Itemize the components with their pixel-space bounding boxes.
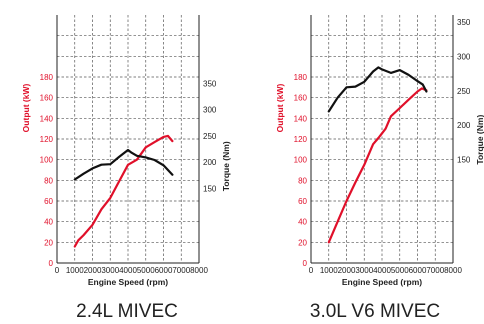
x-tick-label: 4000 [119, 266, 137, 275]
y-left-tick-label: 120 [294, 135, 308, 144]
torque-series-line [73, 148, 174, 181]
y-left-tick-label: 160 [294, 94, 308, 103]
x-tick-label: 6000 [155, 266, 173, 275]
y-right-tick-label: 200 [457, 121, 471, 130]
x-tick-label: 8000 [444, 266, 462, 275]
y-left-tick-label: 0 [49, 259, 54, 268]
x-tick-label: 0 [309, 266, 314, 275]
y-right-tick-label: 250 [457, 87, 471, 96]
y-left-tick-label: 40 [298, 218, 307, 227]
x-tick-label: 7000 [172, 266, 190, 275]
y-right-tick-label: 150 [457, 156, 471, 165]
y-left-tick-label: 160 [40, 94, 54, 103]
output-series-line [73, 134, 174, 248]
y-left-tick-label: 0 [303, 259, 308, 268]
y-left-tick-label: 60 [44, 197, 53, 206]
x-tick-label: 2000 [338, 266, 356, 275]
y-left-axis-title: Output (kW) [21, 84, 31, 133]
y-left-tick-label: 100 [294, 156, 308, 165]
x-axis-title: Engine Speed (rpm) [342, 277, 422, 287]
y-left-tick-label: 100 [40, 156, 54, 165]
x-tick-label: 3000 [355, 266, 373, 275]
x-tick-label: 8000 [190, 266, 208, 275]
chart-caption: 2.4L MIVEC [76, 301, 178, 322]
y-right-tick-label: 300 [457, 52, 471, 61]
y-left-tick-label: 180 [294, 73, 308, 82]
chart-2-4l-mivec: 0 1000 2000 3000 4000 5000 6000 7000 8000 0 20 40 60… [21, 15, 231, 322]
output-series-line [327, 87, 428, 244]
y-right-tick-label: 350 [457, 18, 471, 27]
chart-3-0l-v6-mivec: 0 1000 2000 3000 4000 5000 6000 7000 8000 0 20 40 60… [275, 15, 484, 322]
y-left-tick-label: 20 [44, 238, 53, 247]
x-tick-label: 7000 [426, 266, 444, 275]
y-left-tick-label: 60 [298, 197, 307, 206]
x-tick-label: 4000 [373, 266, 391, 275]
x-tick-label: 5000 [391, 266, 409, 275]
x-tick-label: 1000 [66, 266, 84, 275]
y-right-axis-title: Torque (Nm) [221, 141, 231, 191]
x-tick-label: 3000 [101, 266, 119, 275]
y-left-tick-label: 20 [298, 238, 307, 247]
x-axis-title: Engine Speed (rpm) [88, 277, 168, 287]
y-left-tick-label: 140 [40, 114, 54, 123]
y-left-tick-label: 80 [44, 176, 53, 185]
torque-series-line [327, 66, 428, 113]
y-right-tick-label: 300 [203, 106, 217, 115]
y-right-axis-title: Torque (Nm) [475, 115, 484, 165]
y-right-tick-label: 250 [203, 132, 217, 141]
x-tick-label: 2000 [84, 266, 102, 275]
x-tick-label: 5000 [137, 266, 155, 275]
x-tick-label: 6000 [409, 266, 427, 275]
x-tick-label: 0 [55, 266, 60, 275]
y-right-tick-label: 350 [203, 79, 217, 88]
y-left-tick-label: 120 [40, 135, 54, 144]
y-left-tick-label: 80 [298, 176, 307, 185]
y-left-tick-label: 40 [44, 218, 53, 227]
y-left-tick-label: 140 [294, 114, 308, 123]
y-left-tick-label: 180 [40, 73, 54, 82]
y-right-tick-label: 150 [203, 184, 217, 193]
y-left-axis-title: Output (kW) [275, 84, 285, 133]
chart-caption: 3.0L V6 MIVEC [310, 301, 440, 322]
x-tick-label: 1000 [320, 266, 338, 275]
y-right-tick-label: 200 [203, 158, 217, 167]
